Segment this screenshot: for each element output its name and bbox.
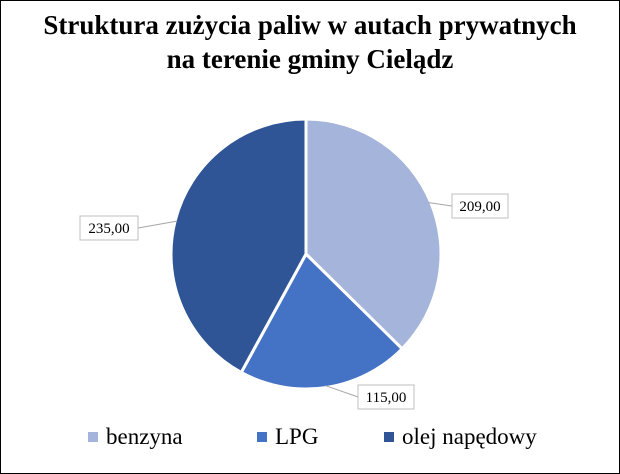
legend-swatch-lpg [257, 432, 267, 442]
legend-item-benzyna: benzyna [88, 424, 183, 450]
data-label-2: 115,00 [366, 390, 407, 406]
pie-slice-olej-napędowy [169, 117, 308, 374]
legend-item-olej-napedowy: olej napędowy [384, 424, 537, 450]
chart-title: Struktura zużycia paliw w autach prywatn… [0, 8, 620, 76]
data-label-3: 235,00 [88, 221, 129, 237]
pie-slice-benzyna [304, 117, 443, 351]
chart-title-line-2: na terenie gminy Cielądz [166, 44, 454, 74]
data-labels: 209,00 115,00 235,00 [79, 193, 509, 410]
leader-line-3 [137, 220, 178, 229]
legend-item-lpg: LPG [257, 424, 318, 450]
pie-slice-lpg [239, 252, 404, 391]
legend-label-benzyna: benzyna [106, 424, 183, 449]
leader-line-2 [325, 385, 359, 398]
legend-label-lpg: LPG [275, 424, 319, 449]
legend: benzyna LPG olej napędowy [0, 424, 620, 452]
chart-title-line-1: Struktura zużycia paliw w autach prywatn… [43, 10, 577, 40]
pie-slices [169, 117, 443, 391]
data-label-box-2 [357, 384, 415, 410]
legend-swatch-benzyna [88, 432, 98, 442]
legend-label-olej-napedowy: olej napędowy [402, 424, 537, 449]
data-label-box-1 [451, 193, 509, 219]
legend-swatch-olej-napedowy [384, 432, 394, 442]
data-label-1: 209,00 [459, 199, 500, 215]
data-label-box-3 [79, 215, 139, 241]
leader-line-1 [428, 202, 453, 207]
